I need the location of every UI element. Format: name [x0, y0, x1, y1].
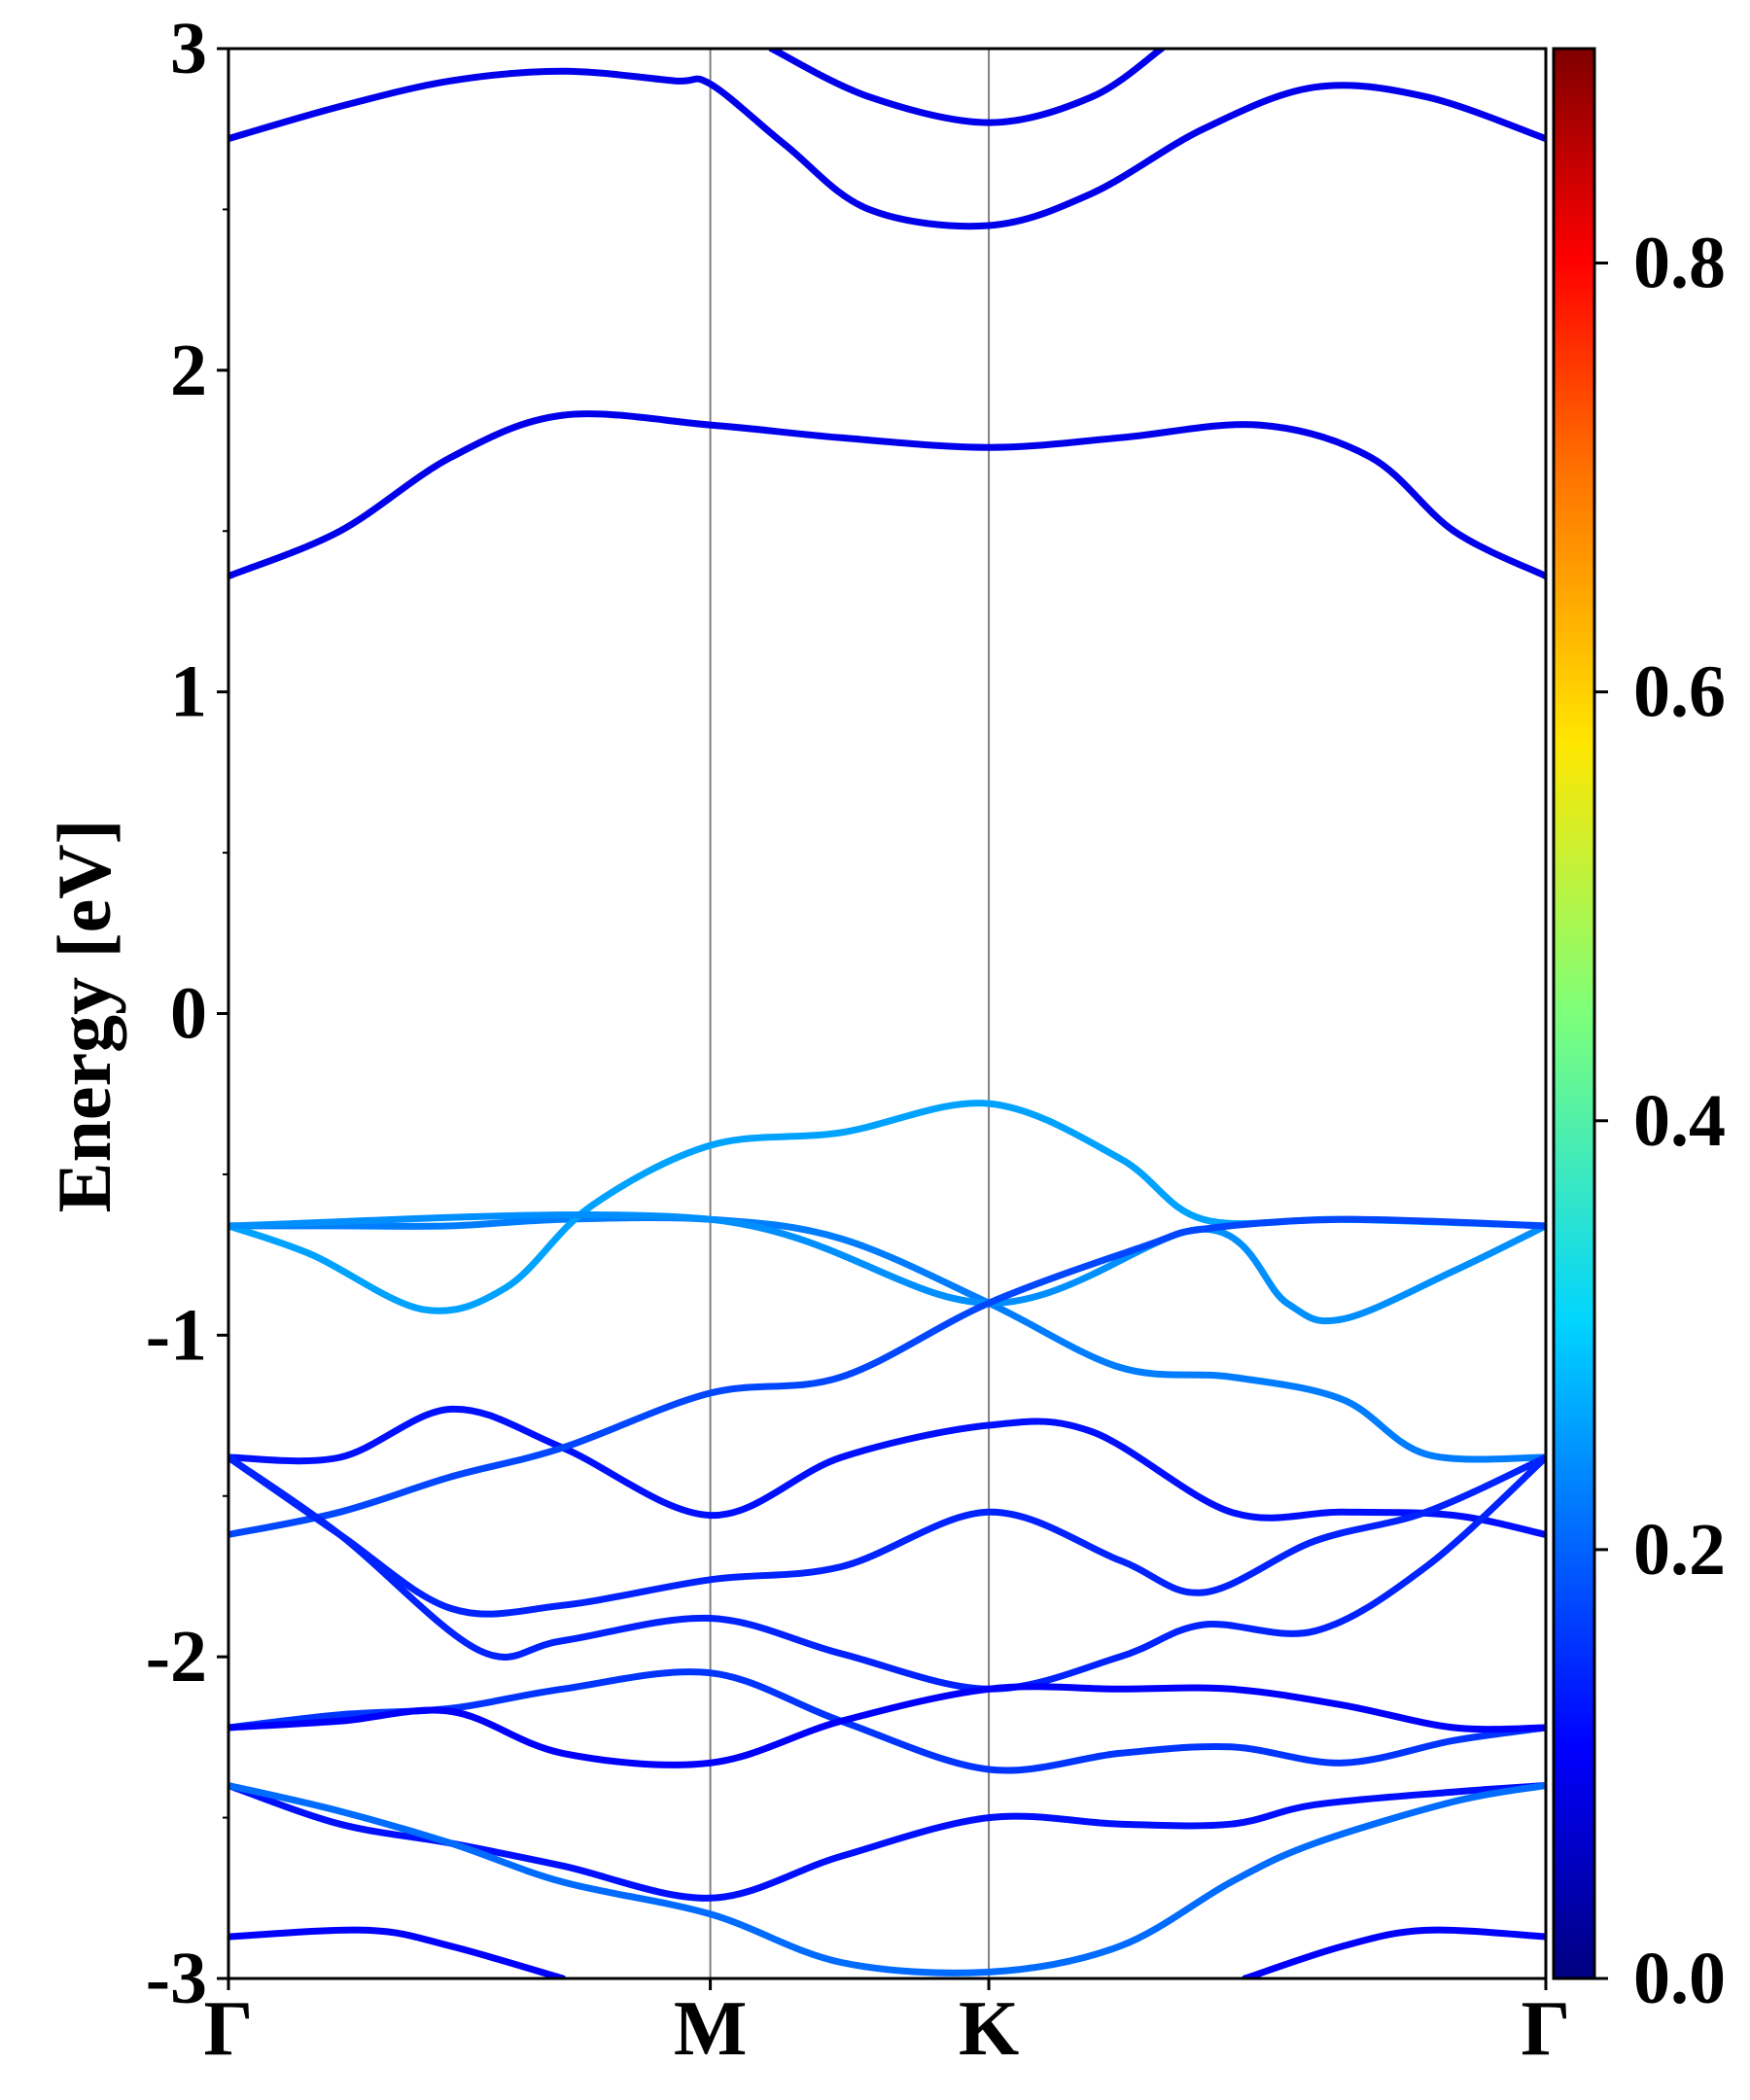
y-axis-ticks: -3 -2 -1 0 1 2 3 — [146, 8, 228, 2019]
band-line — [1242, 1926, 1546, 1978]
band-line — [768, 49, 1166, 126]
band-line — [228, 1926, 567, 1978]
colorbar-tick-label: 0.0 — [1633, 1938, 1726, 2019]
band-line — [228, 1211, 1546, 1325]
x-tick-label: Γ — [1522, 1986, 1571, 2072]
y-tick-label: -1 — [146, 1294, 207, 1376]
band-line — [228, 1100, 1546, 1314]
band-line — [228, 1405, 1546, 1538]
band-line — [228, 410, 1546, 580]
y-tick-label: 2 — [170, 330, 207, 411]
colorbar-tick-label: 0.2 — [1633, 1509, 1726, 1591]
x-tick-label: Γ — [204, 1986, 254, 2072]
band-line — [228, 1453, 1546, 1693]
y-tick-label: -3 — [146, 1938, 207, 2019]
y-tick-label: 0 — [170, 973, 207, 1055]
colorbar-tick-label: 0.6 — [1633, 651, 1726, 733]
colorbar-tick-label: 0.4 — [1633, 1080, 1726, 1162]
band-line — [228, 1683, 1546, 1768]
y-tick-label: 1 — [170, 651, 207, 733]
bands — [228, 49, 1546, 1978]
colorbar-tick-label: 0.8 — [1633, 223, 1726, 304]
band-line — [228, 1213, 1546, 1463]
colorbar — [1552, 47, 1596, 1980]
colorbar-ticks: 0.0 0.2 0.4 0.6 0.8 — [1594, 223, 1726, 2019]
band-line — [228, 1782, 1546, 1902]
x-tick-label: K — [959, 1986, 1019, 2072]
plot-frame — [227, 47, 1548, 1980]
band-line — [228, 1782, 1546, 1977]
band-line — [228, 1453, 1546, 1618]
k-point-lines — [709, 49, 991, 1978]
y-tick-label: 3 — [170, 8, 207, 89]
x-tick-label: M — [674, 1986, 748, 2072]
y-axis-label: Energy [eV] — [42, 819, 126, 1212]
band-line — [228, 1668, 1546, 1774]
y-tick-label: -2 — [146, 1616, 207, 1698]
band-line — [228, 67, 1546, 230]
band-line — [228, 1215, 1546, 1538]
